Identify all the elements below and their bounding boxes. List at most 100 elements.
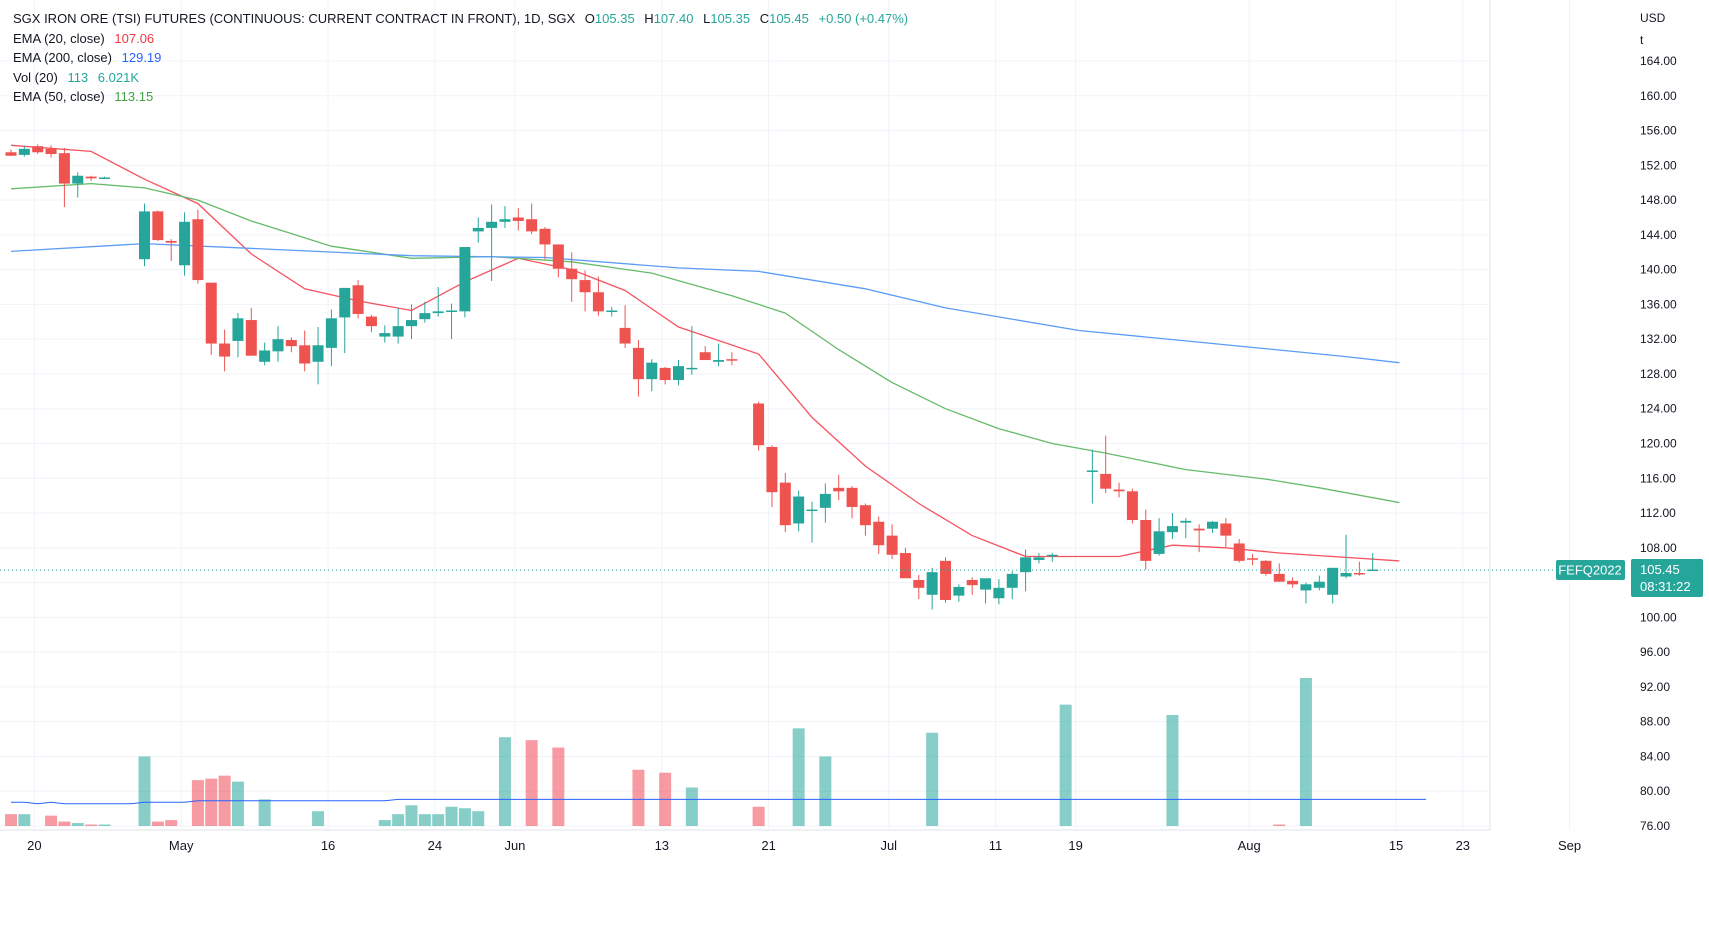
low-value: 105.35: [710, 11, 751, 26]
candle-body: [886, 535, 898, 555]
volume-bar: [312, 811, 325, 826]
candle-body: [699, 352, 711, 361]
candle-body: [1113, 489, 1125, 492]
candle-body: [312, 345, 324, 362]
price-tick-label: 80.00: [1640, 784, 1670, 798]
bar-countdown: 08:31:22: [1640, 579, 1691, 594]
candle-body: [72, 175, 84, 184]
candle-body: [232, 318, 244, 341]
symbol-header[interactable]: SGX IRON ORE (TSI) FUTURES (CONTINUOUS: …: [13, 9, 908, 29]
price-tick-label: 132.00: [1640, 332, 1677, 346]
candle-body: [245, 320, 257, 356]
indicator-label: EMA (20, close): [13, 30, 105, 46]
candle-body: [285, 340, 297, 347]
candle-body: [512, 217, 524, 221]
candle-body: [940, 560, 951, 600]
candle-body: [913, 579, 925, 588]
open-label: O: [584, 11, 595, 26]
indicator-value: 113.15: [114, 89, 154, 104]
volume-bar: [525, 740, 538, 826]
volume-bar: [418, 814, 431, 826]
last-price-label: 105.45: [1640, 562, 1680, 577]
volume-bar: [632, 769, 645, 826]
candle-body: [619, 327, 631, 344]
time-tick-label: May: [169, 838, 194, 853]
candle-body: [846, 487, 858, 507]
indicator-label: EMA (50, close): [13, 89, 105, 104]
candle-body: [219, 343, 231, 357]
symbol-tag: FEFQ2022: [1558, 562, 1622, 577]
volume-bar: [432, 814, 445, 826]
candle-body: [980, 578, 992, 590]
volume-bar: [5, 814, 17, 826]
ema-line: [10, 182, 1400, 504]
candle-body: [579, 280, 591, 293]
candle-body: [899, 553, 911, 579]
candle-body: [85, 176, 97, 179]
candle-body: [45, 148, 57, 155]
price-tick-label: 160.00: [1640, 89, 1677, 103]
indicator-ema20[interactable]: EMA (20, close) 107.06: [13, 29, 908, 49]
symbol-tag-box: [1556, 559, 1625, 580]
volume-bar: [392, 814, 405, 826]
price-tick-label: 116.00: [1640, 471, 1676, 485]
candle-body: [1180, 520, 1192, 523]
price-tick-label: 136.00: [1640, 297, 1677, 311]
high-label: H: [644, 11, 654, 26]
symbol-title: SGX IRON ORE (TSI) FUTURES (CONTINUOUS: …: [13, 11, 576, 26]
volume-bar: [498, 737, 511, 826]
candle-body: [1220, 523, 1232, 536]
candle-body: [686, 367, 698, 370]
price-tick-label: 108.00: [1640, 541, 1677, 555]
candle-body: [659, 367, 671, 381]
volume-bar: [445, 806, 458, 826]
candle-body: [1260, 560, 1272, 574]
candle-body: [833, 487, 845, 492]
candle-body: [566, 268, 578, 280]
candle-body: [459, 247, 471, 312]
candle-body: [993, 587, 1005, 599]
candle-body: [379, 333, 391, 337]
time-tick-label: Aug: [1238, 838, 1261, 853]
chart-grid: [0, 0, 1571, 831]
candle-body: [926, 572, 938, 595]
time-axis[interactable]: 20 May 16 24 Jun 13 21 Jul 11 19 Aug 15 23 Sep: [27, 838, 1581, 853]
candle-body: [1300, 584, 1312, 591]
indicator-ema50[interactable]: EMA (50, close) 113.15: [13, 87, 908, 107]
price-tick-label: 144.00: [1640, 228, 1677, 242]
price-tick-label: 88.00: [1640, 715, 1670, 729]
volume-bar: [151, 821, 164, 826]
price-tick-label: 112.00: [1640, 506, 1676, 520]
candle-body: [673, 366, 684, 381]
plot-background: [0, 0, 1490, 830]
price-tick-label: 120.00: [1640, 437, 1677, 451]
price-axis[interactable]: USD t 164.00 160.00 156.00 152.00 148.00 144.…: [1640, 11, 1677, 833]
candle-body: [1006, 573, 1018, 588]
price-tick-label: 96.00: [1640, 645, 1670, 659]
volume-bars: [5, 678, 1312, 826]
volume-bar: [45, 815, 58, 826]
volume-bar: [685, 787, 698, 826]
candle-body: [472, 227, 484, 232]
price-axis-unit: t: [1640, 33, 1644, 47]
price-tick-label: 164.00: [1640, 54, 1677, 68]
indicator-volume[interactable]: Vol (20) 113 6.021K: [13, 68, 908, 88]
indicator-ema200[interactable]: EMA (200, close) 129.19: [13, 48, 908, 68]
candle-body: [1020, 557, 1032, 573]
indicator-value: 113: [67, 69, 89, 85]
volume-bar: [258, 799, 271, 826]
candle-body: [1247, 558, 1259, 560]
indicator-value: 129.19: [121, 50, 162, 65]
candle-body: [1140, 520, 1152, 561]
volume-bar: [165, 820, 178, 826]
volume-ma-line: [11, 798, 1427, 805]
candles: [5, 144, 1379, 610]
time-tick-label: Jul: [880, 838, 897, 853]
candle-body: [1313, 581, 1325, 588]
candle-body: [432, 311, 444, 314]
candle-body: [1166, 526, 1178, 533]
candle-body: [526, 219, 538, 232]
candle-body: [606, 310, 618, 312]
candle-body: [1153, 531, 1165, 554]
